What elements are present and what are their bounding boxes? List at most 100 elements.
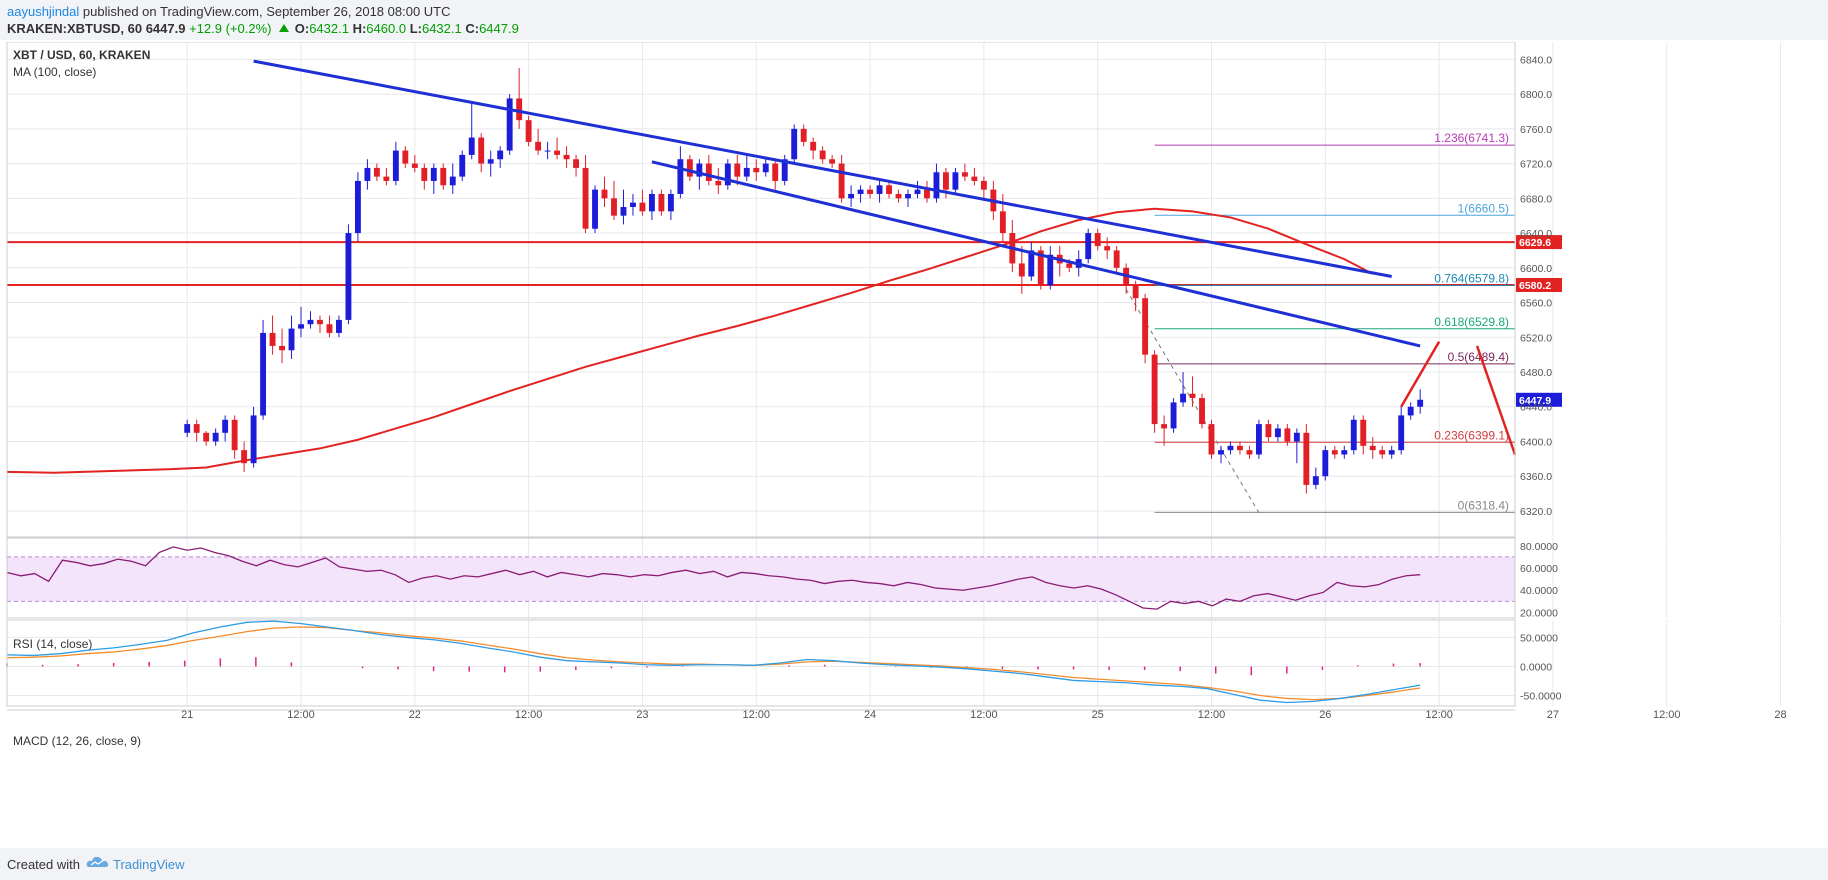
candle-body: [1360, 419, 1367, 446]
candle-body: [1227, 445, 1234, 451]
candle-body: [715, 180, 722, 186]
candle-body: [1237, 445, 1243, 451]
candle-body: [876, 185, 883, 194]
candle: [734, 154, 741, 186]
candle-body: [1274, 428, 1281, 438]
candle-body: [1369, 445, 1376, 451]
candle-body: [497, 150, 504, 160]
candle-body: [696, 163, 703, 177]
created-with-text: Created with: [7, 857, 80, 872]
candle-body: [1284, 428, 1291, 442]
chart-canvas[interactable]: 6629.6 6580.2 1.236(6741.3) 1(6660.5) 0.764…: [0, 42, 1828, 848]
candle-body: [317, 319, 323, 325]
candles: 6447.9: [184, 68, 1562, 494]
candle: [601, 176, 608, 207]
candle-body: [1417, 399, 1424, 407]
candle: [762, 159, 769, 177]
high-label: H:: [352, 21, 367, 36]
projection-up-line[interactable]: [1400, 340, 1441, 408]
projection-down-line[interactable]: [1475, 345, 1517, 455]
price-label: 6580.2: [1519, 280, 1551, 292]
candle-body: [411, 163, 418, 168]
candle: [724, 159, 731, 190]
candle: [1161, 415, 1168, 446]
trendline[interactable]: [651, 160, 1421, 348]
candle-body: [857, 189, 864, 194]
price-label-box: [1516, 235, 1562, 250]
candle-body: [848, 193, 855, 199]
candle: [1142, 293, 1149, 364]
author-link[interactable]: aayushjindal: [7, 4, 80, 19]
candle-body: [630, 202, 636, 207]
open-label: O:: [294, 21, 310, 36]
x-tick-label: 12:00: [1198, 709, 1226, 721]
candle-body: [1398, 415, 1405, 451]
rsi-line: [6, 546, 1421, 610]
candle-body: [1142, 298, 1149, 355]
candle-body: [819, 150, 826, 160]
fibonacci-levels: 1.236(6741.3) 1(6660.5) 0.764(6579.8) 0.618…: [1125, 131, 1515, 513]
candle: [317, 315, 323, 333]
trendline[interactable]: [253, 59, 1392, 278]
candle: [630, 193, 636, 216]
candle: [1037, 246, 1044, 290]
candle-body: [933, 172, 940, 199]
candle: [1113, 246, 1120, 273]
candle-body: [430, 167, 437, 181]
close-label: C:: [465, 21, 480, 36]
candle-body: [601, 189, 608, 199]
x-tick-label: 12:00: [1425, 709, 1453, 721]
candle: [383, 167, 390, 186]
high-value: 6460.0: [366, 21, 407, 36]
candle: [279, 328, 285, 364]
candle: [1227, 441, 1234, 455]
candle: [1417, 389, 1424, 414]
moving-average: [6, 207, 1374, 474]
candle-body: [1218, 450, 1224, 455]
candle: [648, 189, 655, 221]
candle: [686, 154, 693, 181]
pane-frame: [6, 619, 1516, 707]
candle-body: [269, 332, 276, 346]
candle-body: [1180, 393, 1186, 403]
candle: [1237, 441, 1243, 455]
candle: [753, 159, 760, 181]
candle-body: [1199, 398, 1205, 425]
candle: [203, 431, 210, 446]
candle: [895, 189, 902, 203]
symbol-info: KRAKEN:XBTUSD, 60 6447.9 +12.9 (+0.2%) O…: [7, 21, 519, 37]
candle: [449, 163, 456, 194]
candle-body: [1066, 263, 1073, 268]
candle: [1094, 228, 1101, 251]
candle: [1218, 445, 1224, 464]
candle-body: [1037, 250, 1044, 286]
y-tick-label: 6360.0: [1520, 471, 1552, 483]
last-price-label: 6447.9: [1519, 395, 1551, 407]
candle: [430, 163, 437, 194]
candle-body: [525, 120, 532, 142]
candle: [478, 133, 485, 173]
candle-body: [231, 419, 238, 451]
candle: [914, 180, 921, 199]
low-value: 6432.1: [421, 21, 462, 36]
candle: [1379, 445, 1386, 459]
pane-frames: [6, 42, 1516, 711]
candle: [326, 315, 333, 338]
candle-body: [1028, 250, 1035, 277]
tradingview-brand[interactable]: TradingView: [113, 857, 185, 872]
candle: [364, 159, 371, 190]
candle-body: [639, 202, 646, 212]
candle: [411, 154, 418, 173]
rsi-band: [7, 556, 1515, 602]
candle: [459, 150, 466, 181]
candle: [1018, 246, 1025, 294]
candle: [354, 172, 361, 242]
candle: [791, 124, 798, 164]
candle-body: [307, 319, 314, 325]
y-tick-label: 6520.0: [1520, 332, 1552, 344]
y-tick-label: 6840.0: [1520, 54, 1552, 66]
candle: [1170, 398, 1177, 433]
candle: [241, 441, 248, 472]
macd-tick-label: -50.0000: [1520, 691, 1562, 703]
symbol-label: KRAKEN:XBTUSD, 60: [7, 21, 143, 36]
